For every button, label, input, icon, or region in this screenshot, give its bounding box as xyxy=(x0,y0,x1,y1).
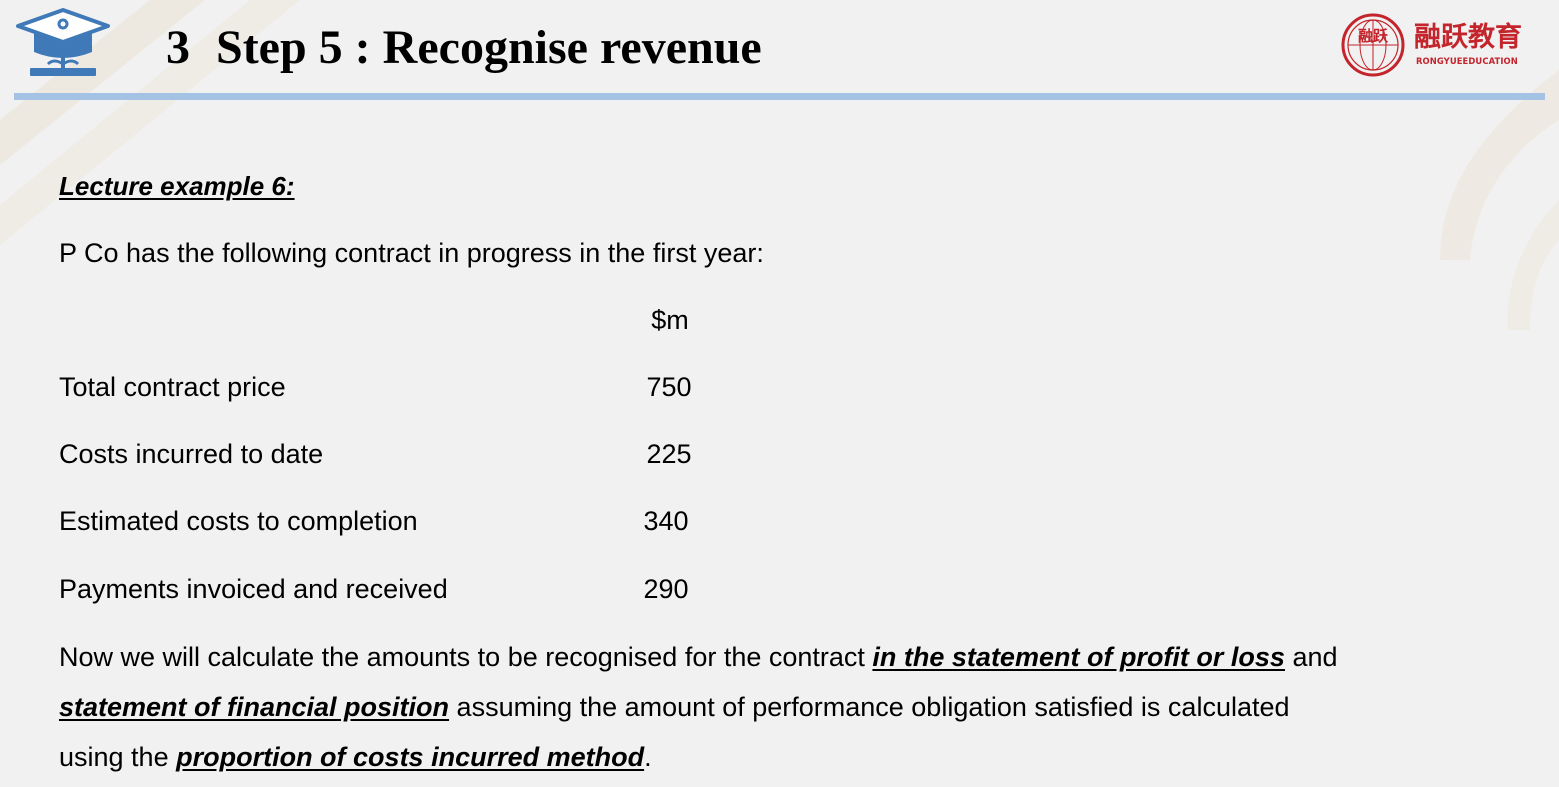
paragraph-text-4: . xyxy=(644,742,652,772)
lecture-example-label: Lecture example 6: xyxy=(59,171,295,201)
emphasis-costs-incurred-method: proportion of costs incurred method xyxy=(176,742,645,772)
paragraph-text-2: and xyxy=(1284,642,1338,672)
paragraph-text-1: Now we will calculate the amounts to be … xyxy=(59,642,873,672)
emphasis-profit-or-loss: in the statement of profit or loss xyxy=(872,642,1285,672)
row-label-payments: Payments invoiced and received xyxy=(59,574,448,604)
graduation-cap-icon xyxy=(16,8,110,76)
row-value-costs-incurred: 225 xyxy=(646,439,692,469)
brand-seal-logo: 融跃 xyxy=(1341,13,1405,77)
row-label-costs-incurred: Costs incurred to date xyxy=(59,439,324,469)
brand-name-cn: 融跃教育 xyxy=(1414,22,1522,53)
row-value-payments: 290 xyxy=(643,574,689,604)
row-value-estimated-costs: 340 xyxy=(643,506,689,536)
explanation-paragraph: Now we will calculate the amounts to be … xyxy=(59,632,1359,782)
emphasis-financial-position: statement of financial position xyxy=(59,692,450,722)
row-label-estimated-costs: Estimated costs to completion xyxy=(59,506,418,536)
brand-name-en: RONGYUEEDUCATION xyxy=(1416,56,1518,66)
unit-header: $m xyxy=(651,305,689,335)
brand-logo: 融跃 融跃教育 RONGYUEEDUCATION xyxy=(1340,12,1532,78)
header-divider xyxy=(14,93,1545,100)
paragraph-text-3: assuming the amount of performance oblig… xyxy=(59,692,1290,772)
row-label-total-contract-price: Total contract price xyxy=(59,372,286,402)
row-value-total-contract-price: 750 xyxy=(646,372,692,402)
page-title: 3 Step 5 : Recognise revenue xyxy=(166,18,762,78)
intro-text: P Co has the following contract in progr… xyxy=(59,238,764,268)
section-number: 3 xyxy=(166,21,190,74)
title-text: Step 5 : Recognise revenue xyxy=(216,21,762,74)
seal-text-top: 融跃 xyxy=(1358,27,1389,45)
